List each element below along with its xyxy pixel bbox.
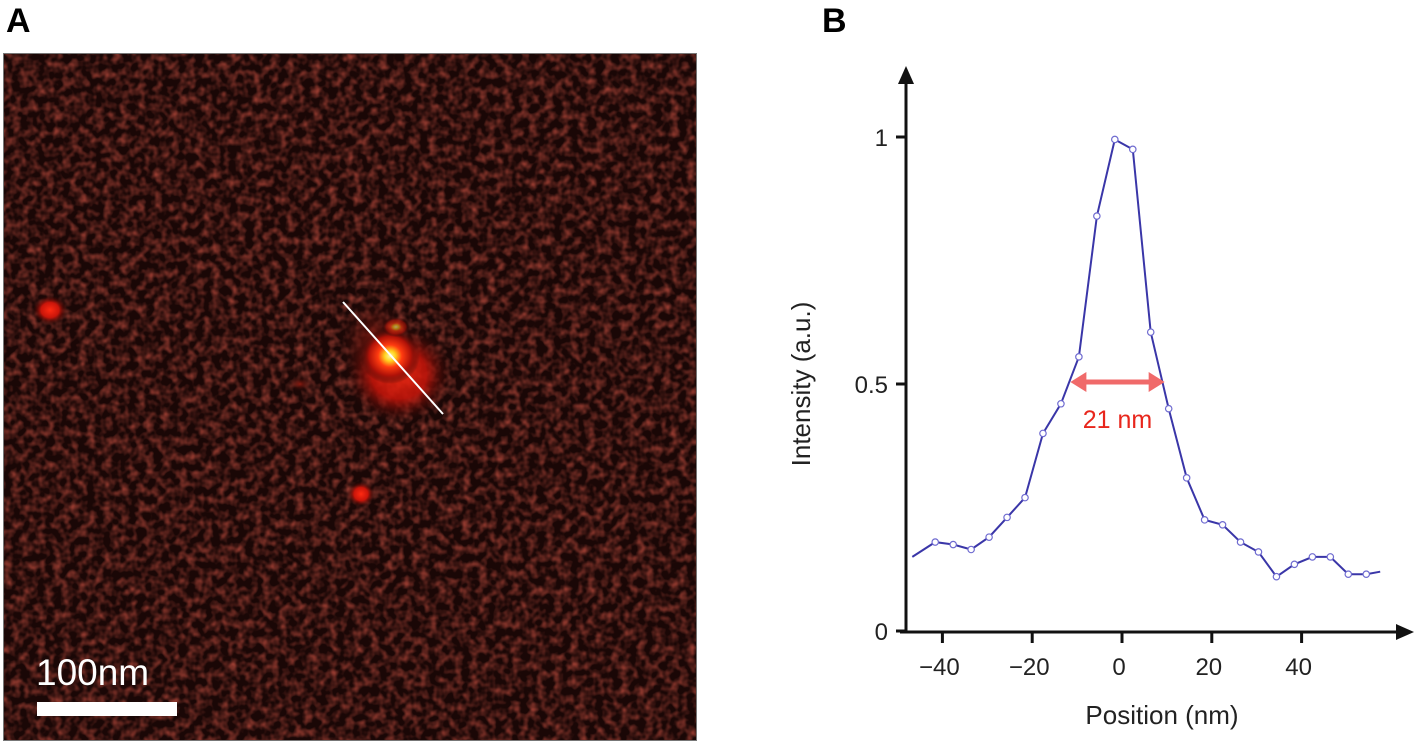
- x-tick-label: 40: [1285, 654, 1312, 681]
- data-point: [1290, 560, 1299, 569]
- x-axis-title: Position (nm): [1085, 700, 1238, 730]
- data-point: [1111, 135, 1119, 144]
- panel-b-label: B: [822, 2, 847, 40]
- profile-line: [342, 301, 444, 415]
- data-point: [967, 545, 975, 554]
- y-tick-label: 1: [875, 125, 888, 152]
- data-point: [1164, 404, 1173, 413]
- scale-bar-label: 100nm: [36, 652, 150, 693]
- x-ticks: −40 −20 0 20 40: [919, 632, 1312, 681]
- y-tick-label: 0.5: [855, 372, 888, 399]
- data-point: [931, 538, 940, 546]
- x-tick-label: −40: [919, 654, 960, 681]
- data-point: [1272, 572, 1281, 581]
- data-point: [1200, 516, 1209, 524]
- data-point: [1236, 538, 1245, 546]
- y-tick-label: 0: [875, 619, 888, 646]
- scale-bar: [37, 702, 177, 716]
- data-point: [1021, 493, 1029, 502]
- data-point: [1003, 513, 1011, 522]
- axes: [898, 66, 1414, 640]
- data-point: [1344, 570, 1353, 578]
- data-point: [1326, 553, 1335, 561]
- x-tick-label: 0: [1112, 654, 1125, 681]
- arrowhead-right-icon: [1148, 372, 1165, 392]
- data-point: [949, 540, 957, 549]
- lower-spot: [347, 481, 375, 507]
- panel-a-label: A: [6, 2, 31, 40]
- upper-bright-spot: [382, 317, 410, 337]
- fwhm-annotation: 21 nm: [1070, 372, 1165, 434]
- y-axis-arrow-icon: [898, 66, 914, 84]
- data-point: [1362, 570, 1371, 578]
- data-point: [1093, 212, 1101, 220]
- data-point: [1254, 548, 1263, 556]
- data-point: [1075, 353, 1083, 361]
- data-point: [1039, 429, 1047, 438]
- arrowhead-left-icon: [1070, 372, 1087, 392]
- data-point: [1308, 553, 1317, 561]
- left-spot: [32, 295, 68, 325]
- data-point: [985, 533, 993, 541]
- data-point: [1182, 474, 1191, 482]
- x-axis-arrow-icon: [1396, 624, 1414, 640]
- fwhm-label: 21 nm: [1083, 406, 1152, 434]
- micrograph-image: [4, 54, 696, 740]
- intensity-line: [911, 137, 1381, 579]
- x-tick-label: −20: [1009, 654, 1050, 681]
- data-point: [1218, 520, 1227, 529]
- data-point: [1057, 399, 1065, 408]
- data-point: [1128, 145, 1137, 154]
- faint-spot: [288, 376, 312, 392]
- y-ticks: 00.51: [855, 125, 906, 646]
- fluorescence-micrograph: [3, 53, 697, 741]
- data-point: [1146, 328, 1155, 336]
- data-markers: [931, 135, 1371, 581]
- y-axis-title: Intensity (a.u.): [786, 302, 816, 467]
- x-tick-label: 20: [1195, 654, 1222, 681]
